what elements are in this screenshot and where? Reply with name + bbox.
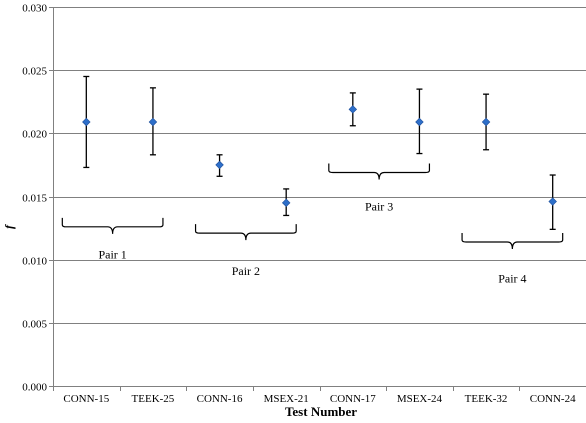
data-point bbox=[481, 117, 491, 127]
x-tick-label: CONN-16 bbox=[197, 393, 243, 405]
y-tick-label: 0.025 bbox=[22, 66, 47, 78]
pair-label: Pair 1 bbox=[98, 247, 126, 261]
pair-label: Pair 2 bbox=[232, 264, 260, 278]
x-tick-label: CONN-24 bbox=[530, 393, 576, 405]
pair-annotations: Pair 1 Pair 2 Pair 3 Pair 4 bbox=[61, 163, 564, 285]
x-tick-labels: CONN-15 TEEK-25 CONN-16 MSEX-21 CONN-17 MSEX-… bbox=[63, 393, 576, 405]
pair-brace bbox=[328, 163, 431, 180]
data-point bbox=[348, 105, 358, 114]
y-tick-label: 0.005 bbox=[22, 319, 47, 331]
x-axis-title: Test Number bbox=[285, 404, 357, 419]
data-point bbox=[415, 117, 424, 127]
data-point bbox=[215, 160, 224, 170]
y-tick-label: 0.020 bbox=[22, 129, 47, 141]
data-point bbox=[281, 198, 291, 208]
pair-brace bbox=[461, 232, 564, 249]
y-tick-label: 0.015 bbox=[22, 193, 47, 205]
y-tick-label: 0.000 bbox=[22, 382, 47, 394]
x-tick-label: MSEX-21 bbox=[264, 393, 309, 405]
gridlines bbox=[53, 7, 586, 324]
data-point bbox=[148, 117, 158, 127]
data-point bbox=[548, 197, 557, 206]
data-points bbox=[82, 105, 557, 208]
x-tick-label: TEEK-25 bbox=[132, 393, 175, 405]
axes bbox=[49, 7, 586, 391]
pair-label: Pair 3 bbox=[365, 199, 393, 213]
x-tick-label: MSEX-24 bbox=[397, 393, 443, 405]
data-point bbox=[82, 117, 91, 127]
x-tick-label: TEEK-32 bbox=[465, 393, 508, 405]
y-tick-label: 0.030 bbox=[22, 3, 47, 15]
pair-label: Pair 4 bbox=[498, 271, 526, 285]
x-tick-label: CONN-15 bbox=[63, 393, 109, 405]
y-tick-label: 0.010 bbox=[22, 256, 47, 268]
error-bars bbox=[83, 75, 556, 230]
pair-brace bbox=[194, 224, 297, 241]
pair-brace bbox=[61, 217, 164, 234]
y-tick-labels: 0.000 0.005 0.010 0.015 0.020 0.025 0.030 bbox=[22, 3, 47, 394]
x-tick-label: CONN-17 bbox=[330, 393, 376, 405]
y-axis-title: f bbox=[2, 224, 16, 229]
